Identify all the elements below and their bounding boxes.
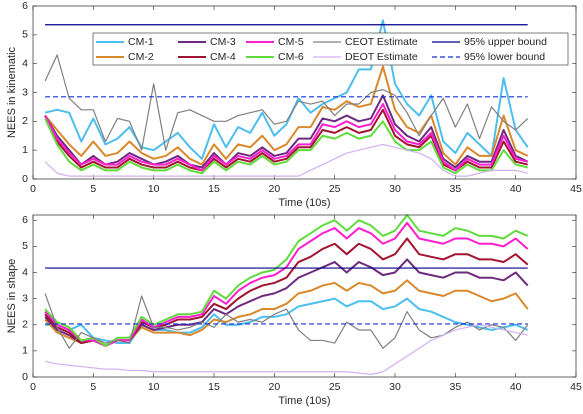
legend-label: CM-4 bbox=[210, 51, 236, 63]
y-axis-label: NEES in kinematic bbox=[6, 46, 18, 138]
y-tick-label: 5 bbox=[22, 240, 28, 252]
x-tick-label: 25 bbox=[329, 183, 341, 195]
x-tick-label: 0 bbox=[30, 381, 36, 393]
y-tick-label: 0 bbox=[22, 371, 28, 383]
series-line bbox=[44, 103, 528, 172]
x-tick-label: 15 bbox=[208, 183, 220, 195]
x-tick-label: 45 bbox=[570, 381, 582, 393]
legend-box bbox=[92, 32, 569, 66]
series-line bbox=[44, 221, 529, 347]
series-line bbox=[44, 293, 529, 349]
series-line bbox=[44, 214, 529, 347]
series-line bbox=[44, 94, 529, 169]
series-line bbox=[44, 143, 528, 177]
series-line bbox=[44, 118, 528, 175]
legend-label: CM-5 bbox=[278, 36, 304, 48]
series-line bbox=[44, 19, 529, 160]
legend-label: CM-3 bbox=[210, 36, 236, 48]
x-tick-label: 35 bbox=[449, 381, 461, 393]
x-tick-label: 10 bbox=[148, 183, 160, 195]
plot-area bbox=[33, 215, 576, 377]
x-tick-label: 30 bbox=[389, 381, 401, 393]
x-tick-label: 20 bbox=[268, 381, 280, 393]
x-tick-label: 35 bbox=[449, 183, 461, 195]
series-line bbox=[44, 54, 529, 151]
y-tick-label: 6 bbox=[22, 0, 28, 12]
legend-label: CEOT Estimate bbox=[345, 36, 418, 48]
x-tick-label: 45 bbox=[570, 183, 582, 195]
x-tick-label: 0 bbox=[30, 183, 36, 195]
legend-label: DEOT Estimate bbox=[345, 51, 418, 63]
series-line bbox=[44, 324, 528, 375]
x-tick-label: 20 bbox=[268, 183, 280, 195]
legend-label: CM-2 bbox=[128, 51, 154, 63]
x-tick-label: 40 bbox=[510, 183, 522, 195]
series-line bbox=[45, 297, 529, 345]
x-tick-label: 40 bbox=[510, 381, 522, 393]
y-tick-label: 5 bbox=[22, 29, 28, 41]
x-axis-label: Time (10s) bbox=[278, 395, 330, 407]
x-tick-label: 30 bbox=[389, 183, 401, 195]
legend-label: 95% upper bound bbox=[464, 36, 547, 48]
y-tick-label: 2 bbox=[22, 115, 28, 127]
x-tick-label: 25 bbox=[329, 381, 341, 393]
x-tick-label: 10 bbox=[148, 381, 160, 393]
x-tick-label: 5 bbox=[90, 183, 96, 195]
x-tick-label: 15 bbox=[208, 381, 220, 393]
y-tick-label: 4 bbox=[22, 266, 28, 278]
x-tick-label: 5 bbox=[90, 381, 96, 393]
x-axis-label: Time (10s) bbox=[278, 197, 330, 209]
y-axis-label: NEES in shape bbox=[6, 259, 18, 334]
legend-label: CM-1 bbox=[128, 36, 154, 48]
series-line bbox=[44, 65, 529, 166]
y-tick-label: 1 bbox=[22, 144, 28, 156]
y-tick-label: 6 bbox=[22, 214, 28, 226]
series-line bbox=[44, 108, 528, 172]
legend-label: CM-6 bbox=[278, 51, 304, 63]
y-tick-label: 2 bbox=[22, 319, 28, 331]
y-tick-label: 3 bbox=[22, 86, 28, 98]
y-tick-label: 4 bbox=[22, 57, 28, 69]
y-tick-label: 1 bbox=[22, 345, 28, 357]
y-tick-label: 3 bbox=[22, 292, 28, 304]
axes-box bbox=[32, 214, 577, 378]
legend-label: 95% lower bound bbox=[464, 51, 545, 63]
axes-box bbox=[32, 5, 577, 180]
y-tick-label: 0 bbox=[22, 173, 28, 185]
